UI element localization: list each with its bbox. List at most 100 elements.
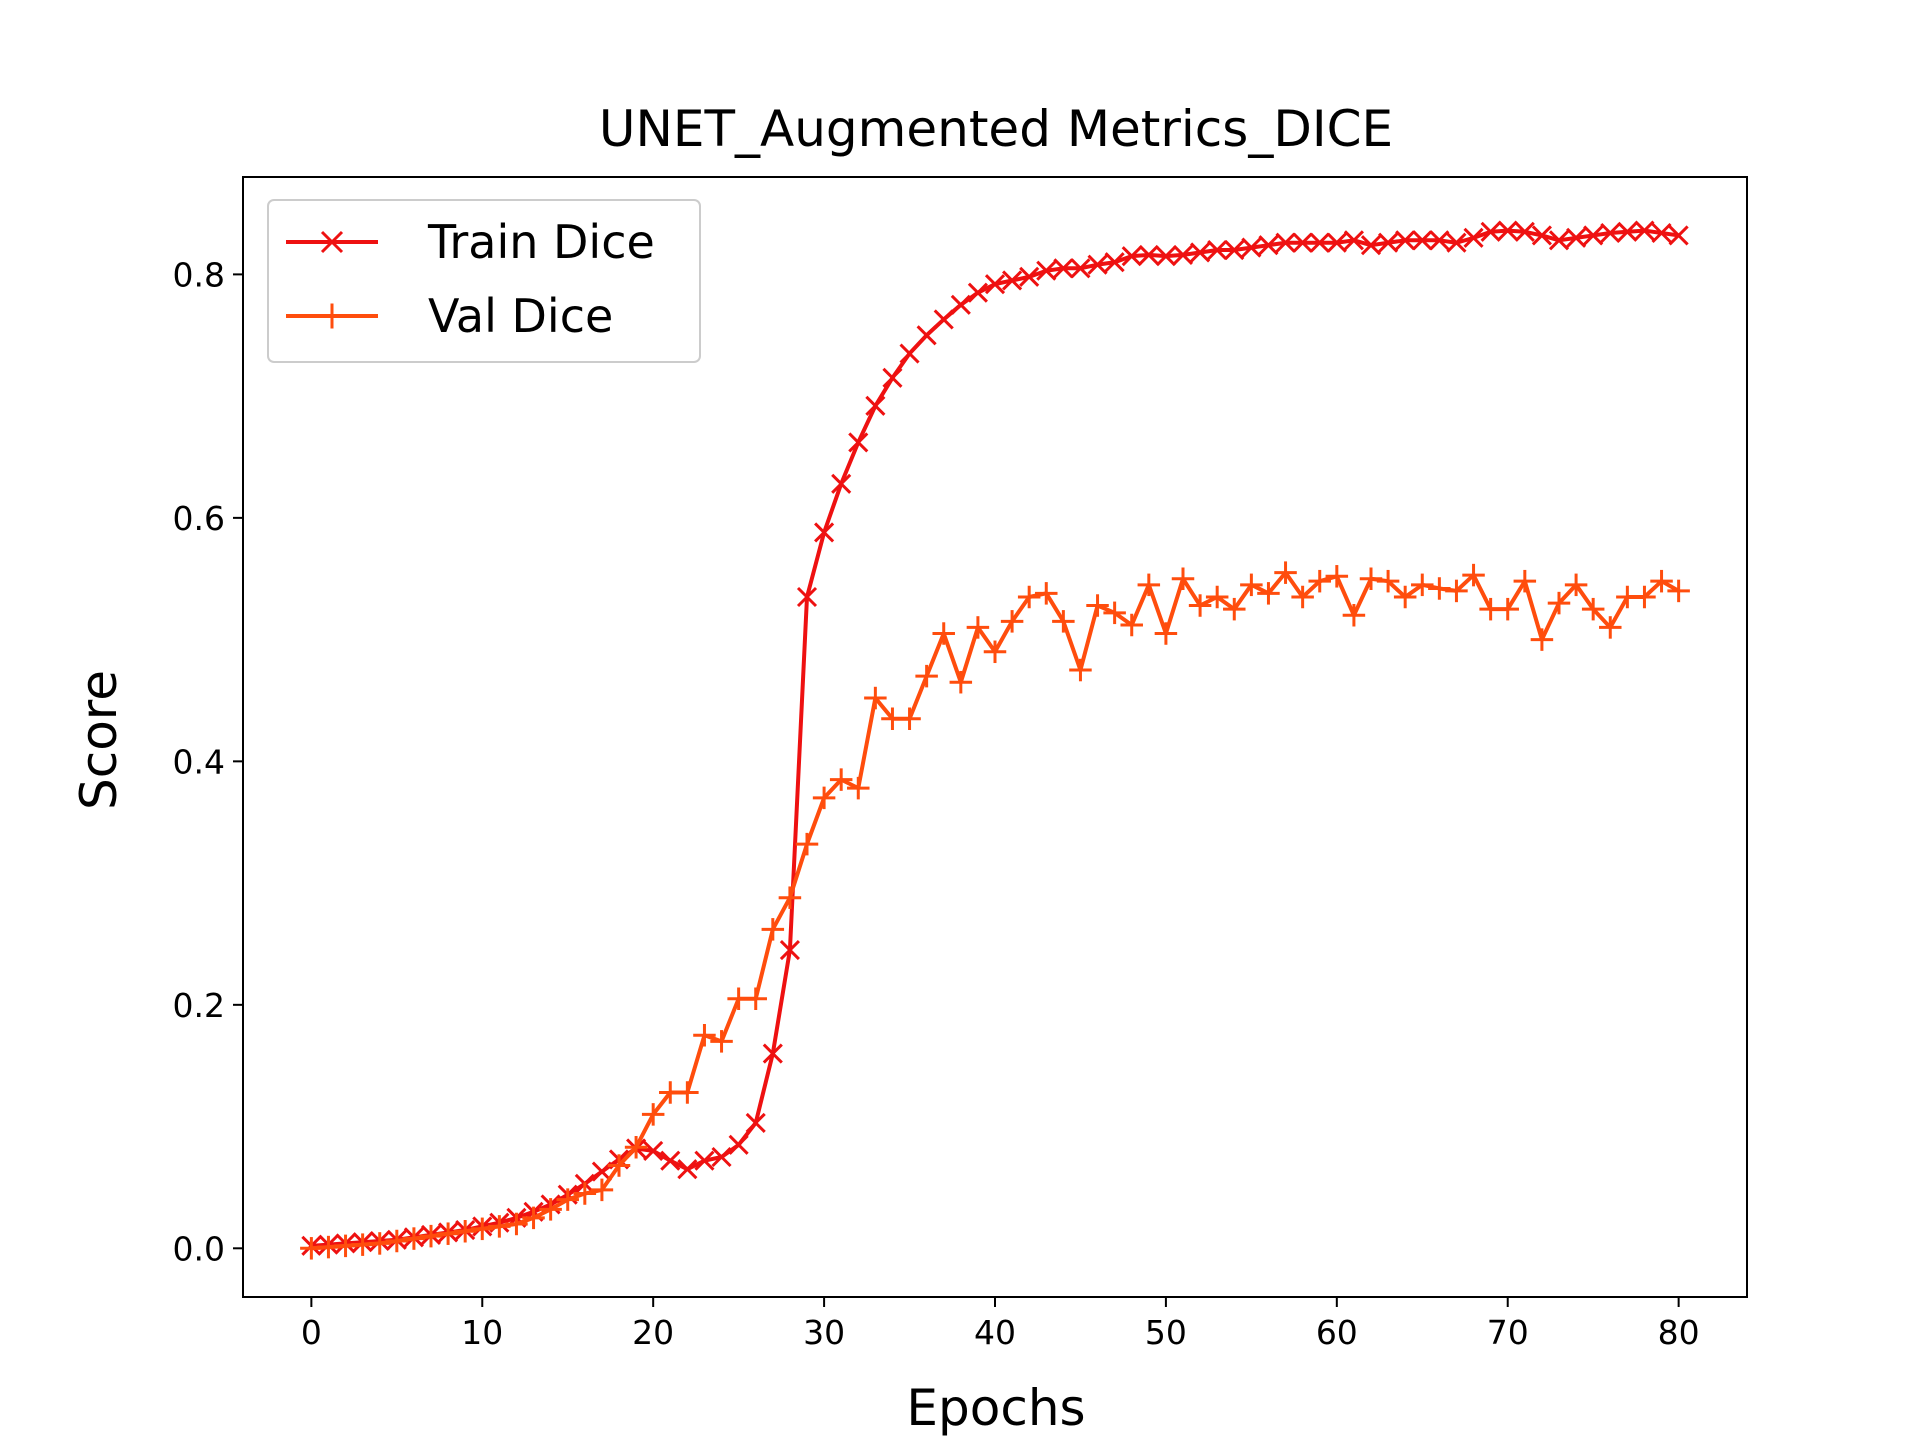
marker-stroke	[1053, 258, 1074, 279]
data-point	[590, 1178, 614, 1202]
data-point	[1190, 242, 1211, 263]
data-point	[1172, 244, 1194, 265]
data-point	[1428, 577, 1451, 600]
data-point	[1257, 582, 1280, 605]
data-point	[1360, 235, 1382, 256]
y-tick-label: 0.2	[173, 986, 225, 1025]
marker-stroke	[1190, 242, 1211, 263]
data-point	[676, 1081, 699, 1104]
data-point	[1480, 221, 1501, 242]
marker-stroke	[814, 522, 835, 543]
data-point	[1308, 569, 1331, 593]
data-point	[932, 622, 955, 645]
data-point	[1086, 594, 1109, 617]
data-point	[1496, 597, 1519, 621]
marker-stroke	[865, 395, 886, 416]
data-point	[607, 1154, 631, 1177]
marker-stroke	[762, 1043, 783, 1064]
marker-stroke	[831, 473, 852, 494]
data-point	[1104, 252, 1125, 273]
x-tick-label: 70	[1487, 1313, 1529, 1352]
legend: Train Dice Val Dice	[267, 199, 701, 363]
marker-stroke	[643, 1140, 664, 1161]
data-point	[693, 1024, 716, 1047]
data-point	[1155, 246, 1176, 267]
data-point	[402, 1227, 426, 1250]
data-point	[1599, 616, 1622, 639]
plot-area	[243, 177, 1747, 1297]
data-point	[779, 939, 800, 961]
legend-item-train-dice: Train Dice	[286, 215, 655, 269]
data-point	[796, 586, 818, 608]
marker-stroke	[1121, 246, 1142, 267]
marker-stroke	[711, 1146, 732, 1168]
data-point	[1121, 246, 1142, 267]
data-point	[1309, 232, 1330, 253]
data-point	[831, 473, 852, 494]
marker-stroke	[660, 1150, 681, 1171]
marker-stroke	[1378, 232, 1399, 253]
data-point	[1205, 585, 1229, 609]
marker-stroke	[1360, 235, 1382, 256]
legend-item-val-dice: Val Dice	[286, 289, 613, 343]
data-point	[624, 1136, 648, 1159]
data-point	[1035, 582, 1058, 605]
data-point	[966, 616, 990, 639]
data-point	[1429, 230, 1450, 251]
marker-stroke	[1617, 221, 1638, 242]
marker-stroke	[848, 432, 869, 453]
data-point	[643, 1140, 664, 1161]
data-point	[1668, 225, 1689, 246]
y-tick-label: 0.0	[173, 1229, 225, 1268]
marker-stroke	[1292, 232, 1313, 253]
marker-stroke	[1463, 227, 1484, 248]
data-point	[1497, 220, 1518, 241]
data-point	[745, 1112, 766, 1133]
data-point	[641, 1103, 665, 1126]
data-point	[899, 343, 920, 364]
data-point	[898, 707, 921, 730]
chart-title: UNET_Augmented Metrics_DICE	[599, 100, 1393, 158]
data-point	[1667, 579, 1690, 603]
data-point	[1547, 591, 1571, 615]
data-point	[1376, 569, 1400, 593]
marker-stroke	[1155, 246, 1176, 267]
marker-stroke	[1480, 221, 1501, 242]
data-point	[1053, 258, 1074, 279]
data-point	[761, 918, 785, 941]
x-axis-label: Epochs	[906, 1379, 1085, 1437]
data-point	[711, 1146, 732, 1168]
marker-stroke	[1002, 270, 1023, 291]
data-point	[1120, 613, 1143, 637]
marker-stroke	[1651, 222, 1672, 244]
x-tick-label: 50	[1145, 1313, 1187, 1352]
data-point	[744, 987, 767, 1010]
data-point	[1359, 567, 1383, 590]
data-point	[1292, 232, 1313, 253]
data-point	[1036, 260, 1057, 281]
data-point	[762, 1043, 783, 1064]
marker-stroke	[882, 367, 903, 388]
data-point	[1445, 579, 1468, 603]
x-tick-label: 30	[803, 1313, 845, 1352]
data-point	[556, 1188, 579, 1211]
marker-stroke	[950, 294, 971, 315]
marker-stroke	[1548, 230, 1570, 251]
data-point	[814, 522, 835, 543]
data-point	[1378, 232, 1399, 253]
data-point	[795, 832, 819, 856]
data-point	[983, 640, 1007, 664]
marker-stroke	[1634, 220, 1655, 241]
data-point	[1241, 237, 1262, 258]
marker-stroke	[320, 230, 344, 254]
y-tick-label: 0.6	[173, 499, 225, 538]
marker-stroke	[1275, 232, 1296, 253]
series-layer	[300, 220, 1690, 1260]
data-point	[677, 1159, 698, 1180]
data-point	[915, 664, 938, 688]
data-point	[1462, 563, 1485, 587]
marker-stroke	[1309, 232, 1330, 253]
data-point	[1000, 610, 1024, 633]
data-point	[1069, 658, 1092, 682]
